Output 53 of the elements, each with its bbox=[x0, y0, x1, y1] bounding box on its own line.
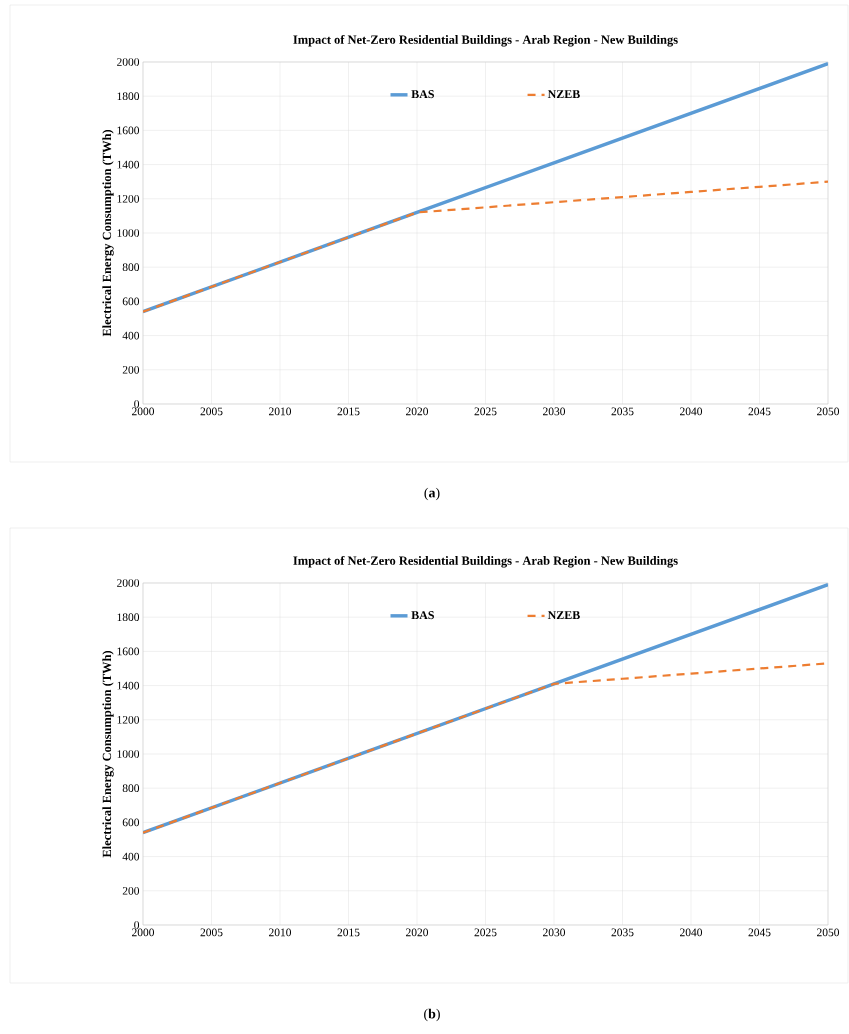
x-tick-label: 2045 bbox=[748, 407, 771, 416]
x-tick-label: 2025 bbox=[474, 928, 497, 937]
x-tick-label: 2035 bbox=[611, 407, 634, 416]
y-tick-label: 0 bbox=[134, 400, 140, 408]
y-tick-label: 200 bbox=[122, 886, 140, 895]
x-tick-label: 2005 bbox=[200, 407, 223, 416]
x-tick-label: 2020 bbox=[406, 928, 429, 937]
y-tick-label: 800 bbox=[122, 784, 140, 793]
text: (a) bbox=[424, 487, 440, 501]
y-tick-label: 800 bbox=[122, 263, 140, 272]
text: (b) bbox=[424, 1008, 440, 1022]
y-axis-title: Electrical Energy Consumption (TWh) bbox=[102, 650, 114, 858]
chart-title: Impact of Net-Zero Residential Buildings - Arab Region - New Buildings bbox=[293, 34, 678, 47]
x-tick-label: 2045 bbox=[748, 928, 771, 937]
y-tick-label: 2000 bbox=[117, 579, 140, 587]
y-tick-label: 0 bbox=[134, 921, 140, 929]
y-tick-label: 600 bbox=[122, 297, 140, 306]
x-tick-label: 2030 bbox=[543, 928, 566, 937]
y-axis-title: Electrical Energy Consumption (TWh) bbox=[102, 129, 114, 337]
y-tick-label: 200 bbox=[122, 365, 140, 374]
y-tick-label: 400 bbox=[122, 331, 140, 340]
line-series bbox=[143, 180, 829, 313]
x-tick-label: 2010 bbox=[269, 928, 292, 937]
x-tick-label: 2040 bbox=[680, 407, 703, 416]
x-tick-label: 2025 bbox=[474, 407, 497, 416]
legend-label: BAS bbox=[411, 90, 434, 99]
x-tick-label: 2010 bbox=[269, 407, 292, 416]
y-tick-label: 1800 bbox=[117, 613, 140, 622]
x-tick-label: 2030 bbox=[543, 407, 566, 416]
x-tick-label: 2015 bbox=[337, 928, 360, 937]
x-tick-label: 2005 bbox=[200, 928, 223, 937]
y-tick-label: 1400 bbox=[117, 681, 140, 690]
y-tick-label: 2000 bbox=[117, 58, 140, 66]
x-tick-label: 2050 bbox=[817, 407, 840, 416]
legend-label: NZEB bbox=[547, 90, 580, 99]
legend-label: NZEB bbox=[547, 611, 580, 620]
x-tick-label: 2050 bbox=[817, 928, 840, 937]
x-tick-label: 2020 bbox=[406, 407, 429, 416]
x-tick-label: 2040 bbox=[680, 928, 703, 937]
y-tick-label: 1200 bbox=[117, 715, 140, 724]
y-tick-label: 400 bbox=[122, 852, 140, 861]
y-tick-label: 1000 bbox=[117, 750, 140, 758]
y-tick-label: 1800 bbox=[117, 92, 140, 101]
y-tick-label: 1400 bbox=[117, 160, 140, 169]
y-tick-label: 600 bbox=[122, 818, 140, 827]
x-tick-label: 2015 bbox=[337, 407, 360, 416]
legend-label: BAS bbox=[411, 611, 434, 620]
x-tick-label: 2035 bbox=[611, 928, 634, 937]
y-tick-label: 1600 bbox=[117, 647, 140, 656]
y-tick-label: 1600 bbox=[117, 126, 140, 135]
y-tick-label: 1200 bbox=[117, 194, 140, 203]
y-tick-label: 1000 bbox=[117, 229, 140, 237]
chart-title: Impact of Net-Zero Residential Buildings - Arab Region - New Buildings bbox=[293, 555, 678, 568]
